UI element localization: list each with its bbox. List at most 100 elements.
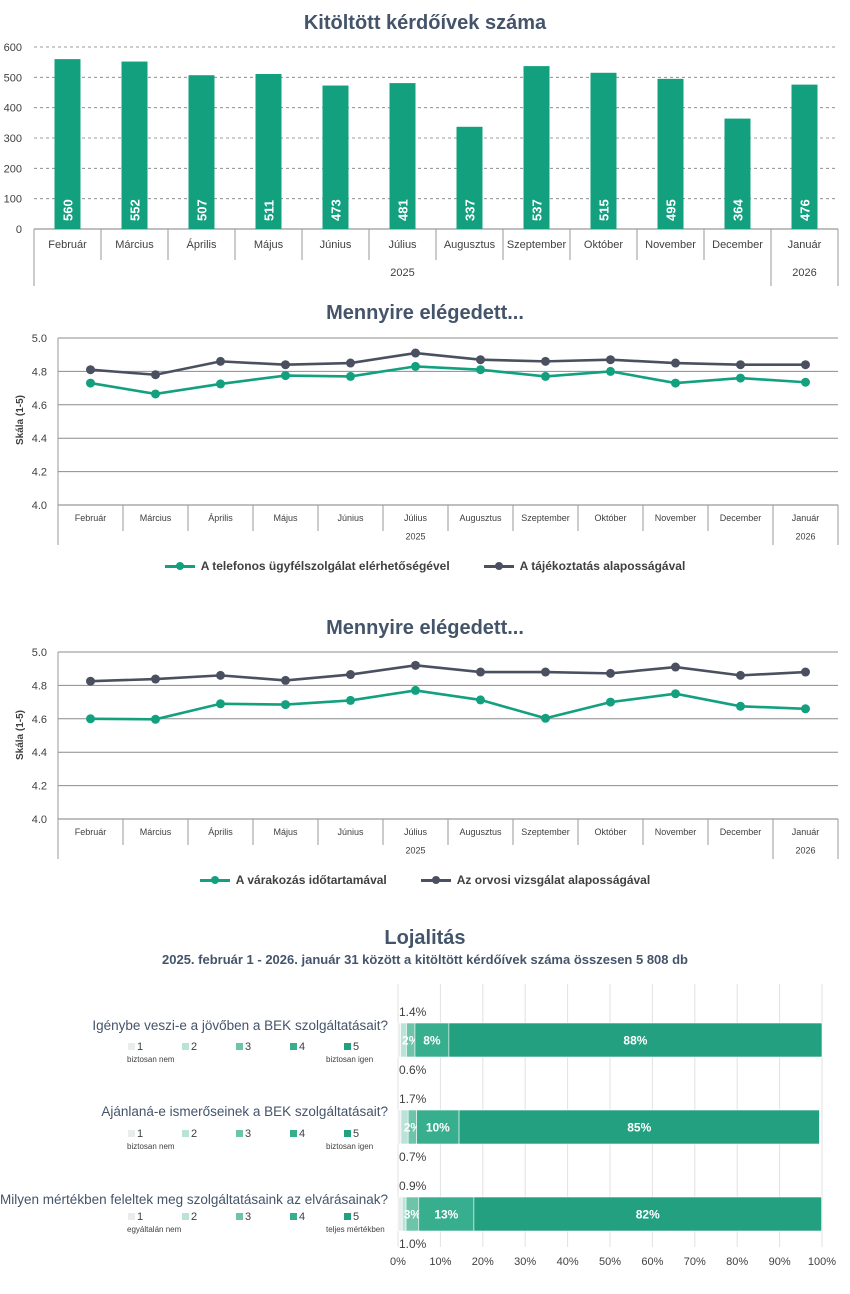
x-tick-label: Január xyxy=(788,239,822,251)
data-point xyxy=(736,701,745,711)
x-tick-label: 50% xyxy=(599,1256,621,1268)
y-tick-label: 4.8 xyxy=(32,366,47,378)
x-tick-label: Április xyxy=(187,238,217,251)
bar xyxy=(54,59,81,230)
scale-legend-item: 2 xyxy=(182,1211,197,1223)
small-segment-label: 1.7% xyxy=(399,1092,427,1106)
bar xyxy=(724,118,751,229)
small-segment-label: 1.4% xyxy=(399,1005,427,1019)
data-point xyxy=(671,689,680,699)
scale-swatch-icon xyxy=(128,1043,135,1050)
data-point xyxy=(346,358,355,368)
bar xyxy=(657,78,684,229)
scale-legend-label: 4 xyxy=(299,1128,306,1140)
data-point xyxy=(801,667,810,677)
x-tick-label: Május xyxy=(273,513,298,523)
data-point xyxy=(606,697,615,707)
data-point xyxy=(411,348,420,358)
data-point xyxy=(281,371,290,381)
stacked-segment xyxy=(416,1109,460,1145)
data-point xyxy=(606,668,615,678)
scale-swatch-icon xyxy=(182,1213,189,1220)
bar-value-label: 495 xyxy=(664,199,679,221)
x-tick-label: Március xyxy=(140,513,172,523)
stacked-segment xyxy=(397,1109,402,1145)
scale-legend-label: 1 xyxy=(137,1128,144,1140)
legend-item-varakozas: A várakozás időtartamával xyxy=(199,873,387,887)
x-tick-label: Szeptember xyxy=(521,513,570,523)
scale-swatch-icon xyxy=(290,1043,297,1050)
x-tick-label: Szeptember xyxy=(521,827,570,837)
segment-label: 8% xyxy=(423,1034,441,1048)
x-tick-label: Március xyxy=(115,239,154,251)
stacked-segment xyxy=(414,1022,450,1058)
bar xyxy=(188,75,215,230)
x-tick-label: December xyxy=(720,513,762,523)
small-segment-label: 0.7% xyxy=(399,1150,427,1164)
bar xyxy=(121,61,148,230)
x-tick-label: Július xyxy=(404,513,428,523)
data-point xyxy=(476,355,485,365)
y-tick-label: 0 xyxy=(16,224,22,236)
scale-swatch-icon xyxy=(290,1213,297,1220)
scale-low-label: egyáltalán nem xyxy=(127,1225,182,1234)
small-segment-label: 0.9% xyxy=(399,1179,427,1193)
data-point xyxy=(801,360,810,370)
legend-item-tajekoztatas: A tájékoztatás alaposságával xyxy=(483,559,685,573)
bar-chart-title: Kitöltött kérdőívek száma xyxy=(303,12,547,34)
bar-value-label: 507 xyxy=(195,199,210,221)
data-point xyxy=(216,356,225,366)
scale-legend-item: 5 xyxy=(344,1128,359,1140)
segment-label: 3% xyxy=(404,1208,422,1222)
loyalty-subtitle: 2025. február 1 - 2026. január 31 között… xyxy=(162,952,688,967)
bar-value-label: 537 xyxy=(530,199,545,221)
x-tick-label: 80% xyxy=(726,1256,748,1268)
scale-legend-item: 3 xyxy=(236,1211,251,1223)
small-segment-label: 1.0% xyxy=(399,1237,427,1251)
x-tick-label: Július xyxy=(404,827,428,837)
scale-swatch-icon xyxy=(344,1213,351,1220)
y-tick-label: 4.4 xyxy=(32,433,47,445)
legend-swatch-dark-icon xyxy=(483,561,514,571)
scale-legend-item: 5 xyxy=(344,1211,359,1223)
x-tick-label: 20% xyxy=(472,1256,494,1268)
scale-legend-label: 2 xyxy=(191,1041,198,1053)
x-tick-label: November xyxy=(655,827,697,837)
y-tick-label: 4.2 xyxy=(32,467,47,479)
legend-item-telefonos: A telefonos ügyfélszolgálat elérhetőségé… xyxy=(164,559,450,573)
y-tick-label: 300 xyxy=(4,133,22,145)
scale-high-label: biztosan igen xyxy=(326,1055,374,1064)
data-point xyxy=(606,366,615,376)
line-chart-2-title: Mennyire elégedett... xyxy=(326,617,524,639)
scale-swatch-icon xyxy=(290,1130,297,1137)
x-tick-label: Január xyxy=(792,827,820,837)
y-tick-label: 4.0 xyxy=(32,500,47,512)
scale-legend-label: 3 xyxy=(245,1041,252,1053)
scale-legend: 1 2 3 4 5 biztosan nem biztosan igen xyxy=(110,1128,380,1158)
series-line xyxy=(90,365,806,396)
data-point xyxy=(411,660,420,670)
y-tick-label: 4.6 xyxy=(32,714,47,726)
scale-swatch-icon xyxy=(128,1213,135,1220)
x-tick-label: Augusztus xyxy=(459,513,502,523)
bar xyxy=(590,72,617,230)
scale-legend-label: 4 xyxy=(299,1211,306,1223)
bar-value-label: 552 xyxy=(128,199,143,221)
data-point xyxy=(671,662,680,672)
segment-label: 85% xyxy=(627,1121,651,1135)
x-tick-label: December xyxy=(712,239,763,251)
loyalty-question-1: Igénybe veszi-e a jövőben a BEK szolgált… xyxy=(92,1018,388,1033)
bar-value-label: 481 xyxy=(396,199,411,221)
scale-legend-label: 5 xyxy=(353,1128,360,1140)
y-tick-label: 4.8 xyxy=(32,680,47,692)
data-point xyxy=(346,371,355,381)
scale-legend-item: 4 xyxy=(290,1128,305,1140)
scale-legend-label: 4 xyxy=(299,1041,306,1053)
scale-swatch-icon xyxy=(182,1043,189,1050)
loyalty-title: Lojalitás xyxy=(384,927,466,949)
scale-legend-item: 3 xyxy=(236,1128,251,1140)
scale-high-label: teljes mértékben xyxy=(326,1225,385,1234)
x-tick-label: 30% xyxy=(514,1256,536,1268)
data-point xyxy=(606,355,615,365)
